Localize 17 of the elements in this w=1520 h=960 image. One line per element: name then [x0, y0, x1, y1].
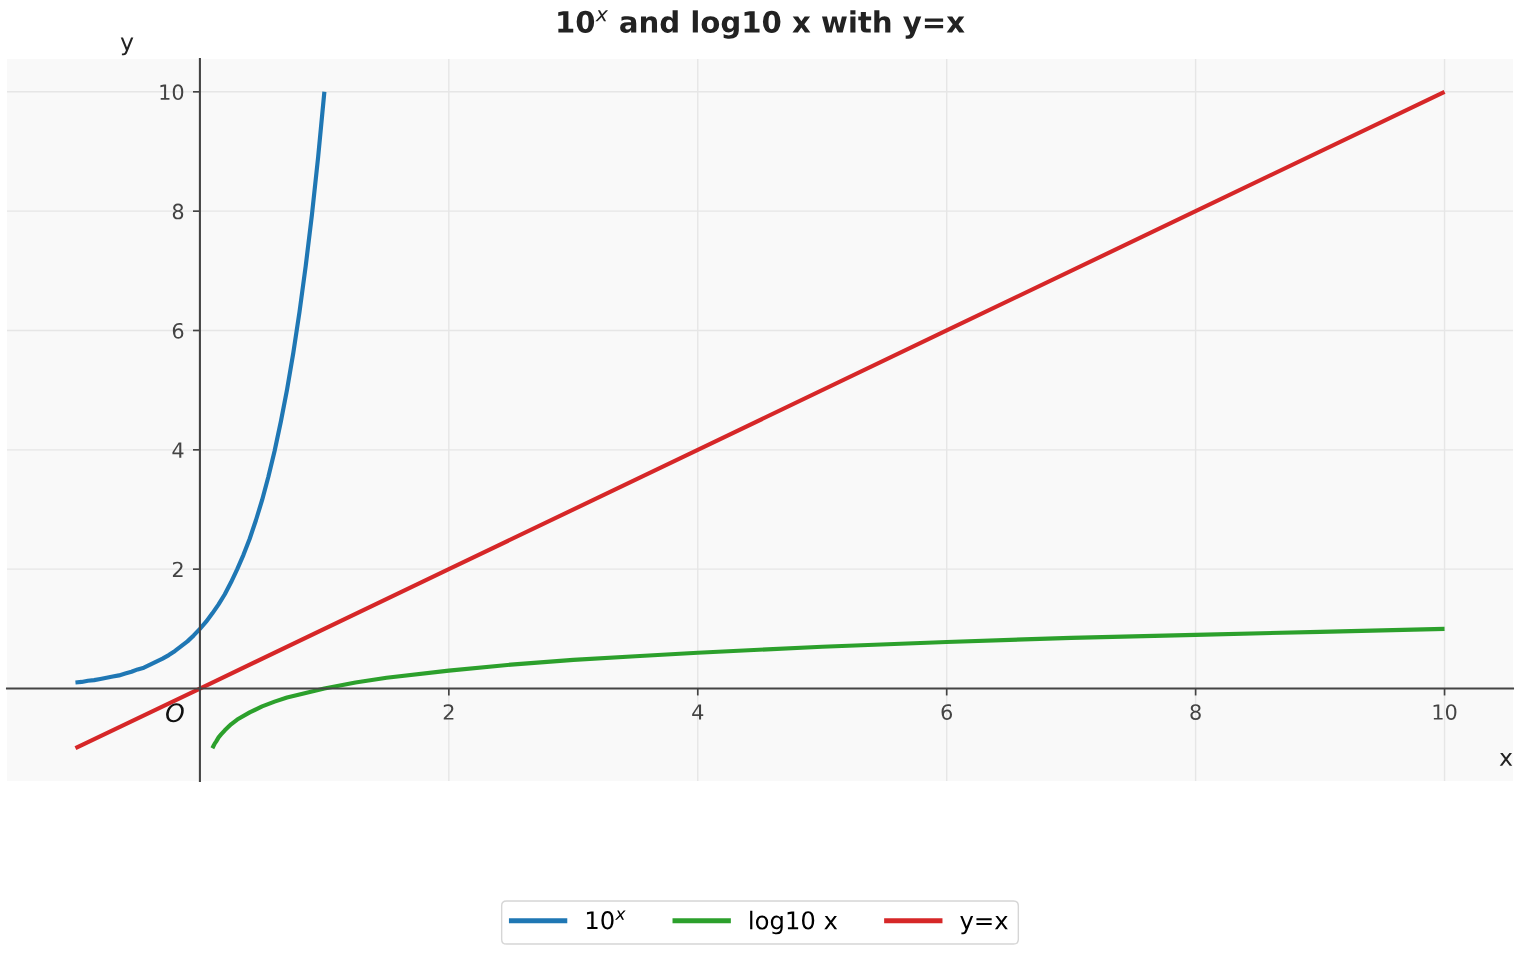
y-axis-title: y — [120, 37, 134, 56]
legend-label: log10 x — [750, 910, 838, 935]
x-tick-label: 6 — [941, 704, 953, 720]
x-tick-label: 2 — [443, 704, 454, 720]
legend-label: 10$^{x}$ — [586, 910, 626, 930]
y-tick-label: 4 — [172, 442, 184, 458]
annotation: O — [166, 703, 184, 723]
legend-label: y=x — [960, 915, 1008, 935]
y-tick-label: 6 — [172, 322, 184, 339]
y-tick-label: 2 — [172, 561, 183, 578]
y-tick-label: 8 — [172, 203, 184, 220]
x-axis-title: x — [1499, 752, 1513, 766]
y-tick-label: 10 — [160, 84, 184, 101]
x-tick-label: 10 — [1433, 704, 1457, 720]
x-tick-label: 4 — [692, 704, 704, 720]
chart-title: 10$^{x}$ and log10 x with y=x — [558, 10, 965, 39]
x-tick-label: 8 — [1190, 704, 1201, 720]
